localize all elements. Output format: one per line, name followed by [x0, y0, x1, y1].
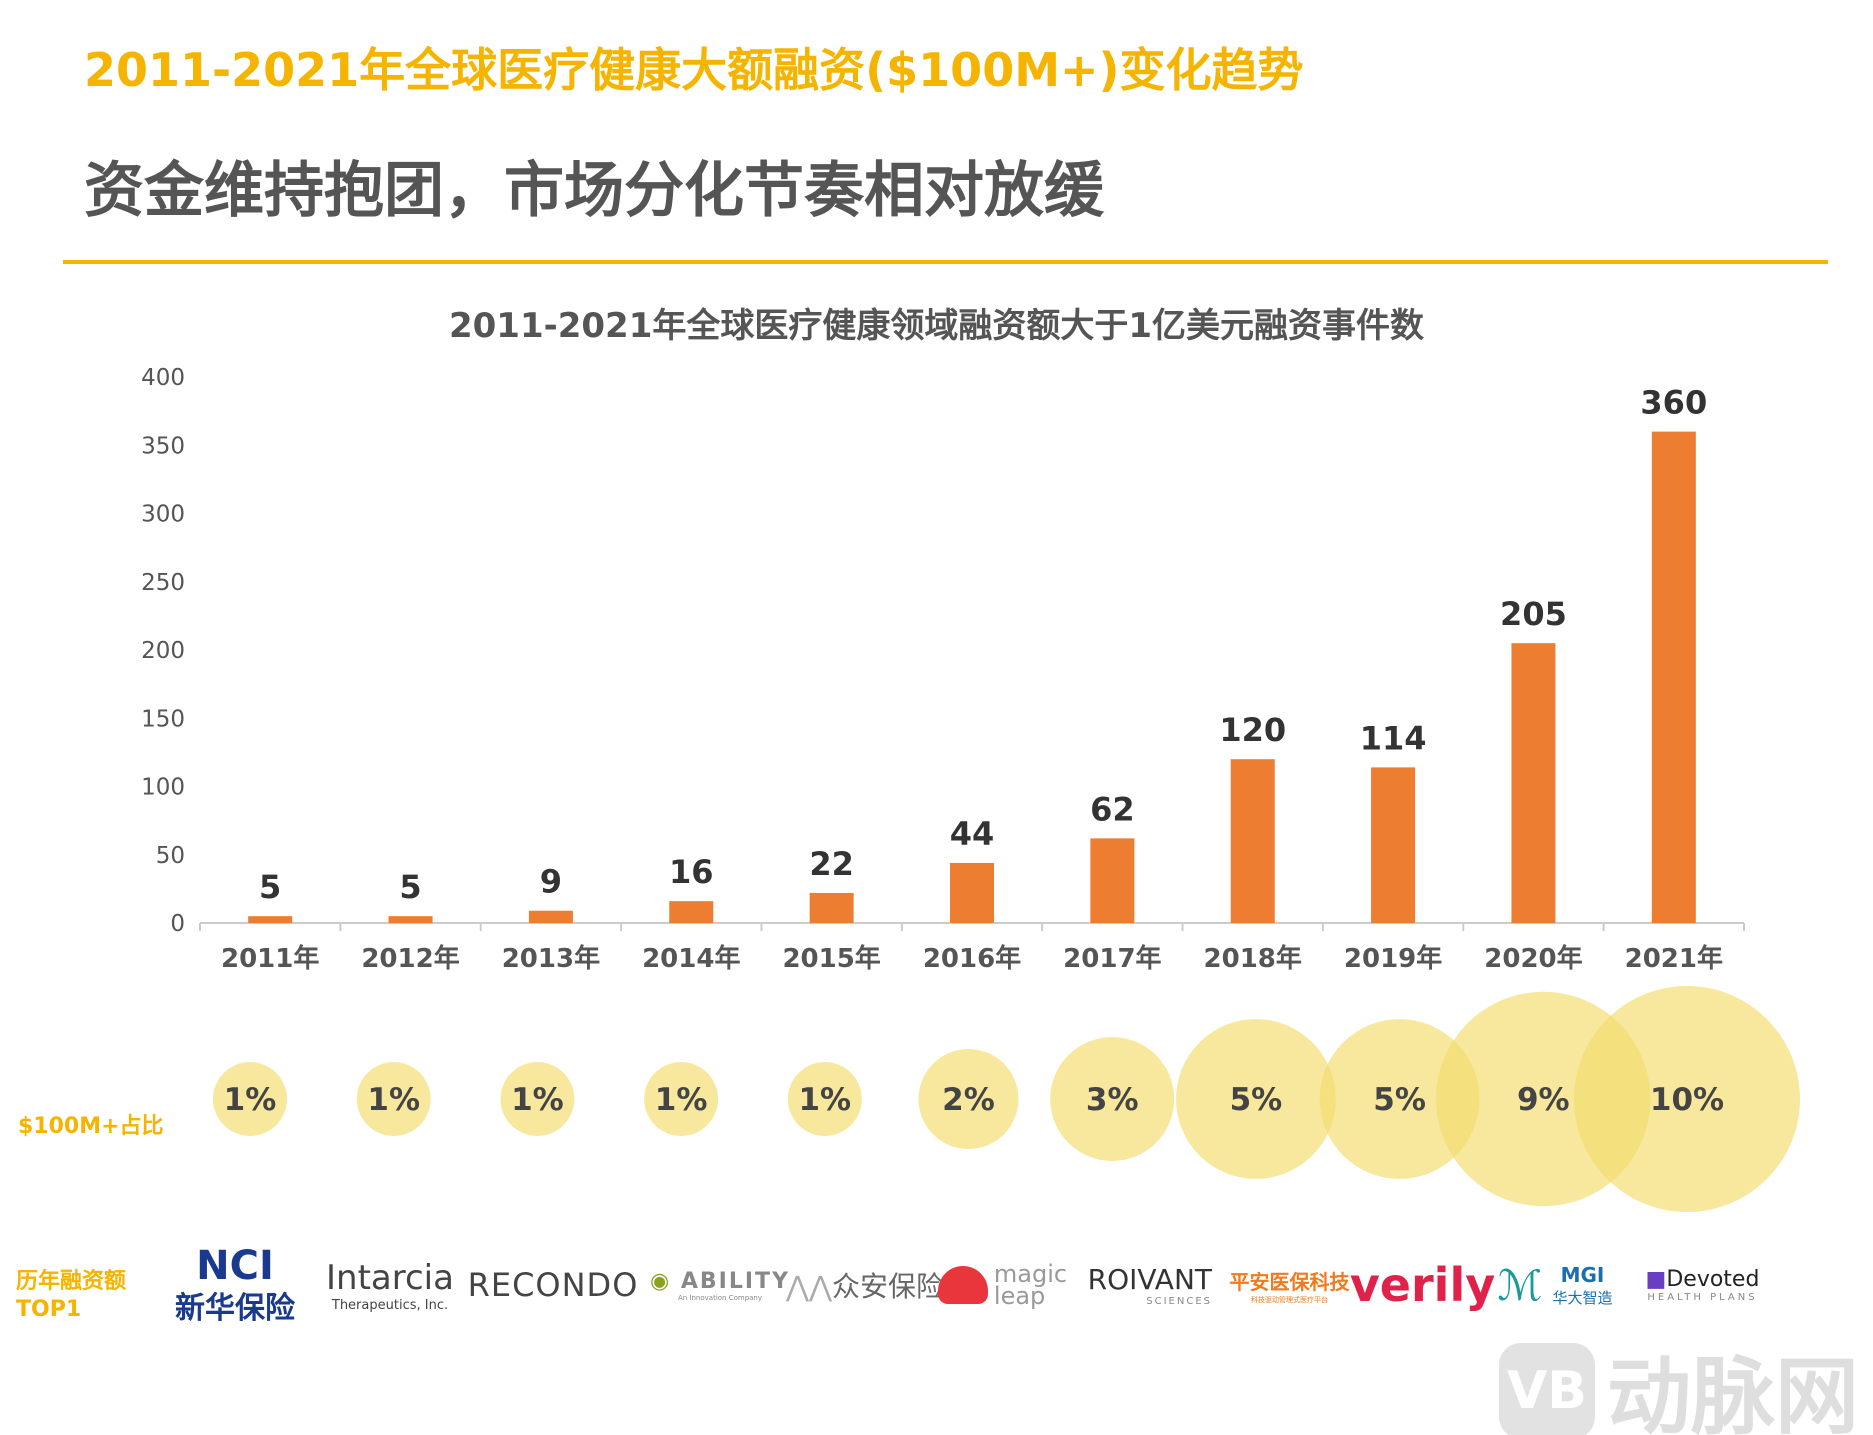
logo-roivant: ROIVANT SCIENCES	[1087, 1263, 1212, 1307]
top1-label-line2: TOP1	[16, 1297, 82, 1322]
divider	[63, 260, 1828, 264]
ratio-bubble	[356, 1062, 431, 1136]
logo-devoted: ■Devoted HEALTH PLANS	[1645, 1267, 1760, 1303]
x-tick-label: 2015年	[782, 943, 880, 974]
ratio-bubble	[1574, 986, 1800, 1212]
ratio-value: 1%	[511, 1082, 564, 1118]
ratio-value: 1%	[367, 1082, 420, 1118]
ratio-value: 5%	[1373, 1082, 1426, 1118]
top1-label-line1: 历年融资额	[16, 1269, 127, 1294]
x-tick-label: 2021年	[1625, 943, 1723, 974]
logo-verily: verily	[1349, 1258, 1496, 1312]
y-tick-label: 400	[141, 365, 185, 391]
data-label: 9	[540, 863, 562, 901]
bar	[1651, 431, 1696, 923]
logo-zhongan: ⋀⋀众安保险	[786, 1270, 944, 1303]
bar	[1230, 759, 1275, 923]
ratio-value: 1%	[655, 1082, 708, 1118]
x-tick-label: 2012年	[361, 943, 459, 974]
bar	[248, 916, 293, 923]
bar	[809, 892, 854, 923]
logo-intarcia: Intarcia Therapeutics, Inc.	[326, 1257, 454, 1313]
y-tick-label: 0	[170, 911, 185, 937]
x-tick-label: 2020年	[1484, 943, 1582, 974]
bar	[669, 901, 714, 923]
ratio-bubble	[1050, 1037, 1175, 1161]
ratio-value: 5%	[1230, 1082, 1283, 1118]
ratio-value: 10%	[1650, 1082, 1724, 1118]
slide-title: 2011-2021年全球医疗健康大额融资($100M+)变化趋势	[84, 43, 1304, 97]
y-tick-label: 250	[141, 570, 185, 596]
x-tick-label: 2013年	[502, 943, 600, 974]
ratio-bubble	[1319, 1019, 1480, 1179]
logo-mgi: ℳ MGI 华大智造	[1497, 1260, 1613, 1310]
x-tick-label: 2011年	[221, 943, 319, 974]
bar	[950, 862, 994, 923]
x-tick-label: 2016年	[923, 943, 1021, 974]
top1-label: 历年融资额 TOP1	[16, 1268, 126, 1324]
y-tick-label: 350	[141, 433, 185, 459]
x-tick-label: 2017年	[1063, 943, 1161, 974]
bar	[528, 910, 573, 923]
logo-pingan: 平安医保科技 科技驱动管理式医疗平台	[1229, 1269, 1350, 1304]
bar	[1090, 838, 1135, 923]
bar	[388, 916, 433, 923]
data-label: 22	[809, 845, 854, 883]
ratio-bubble	[644, 1062, 719, 1136]
chart-title: 2011-2021年全球医疗健康领域融资额大于1亿美元融资事件数	[448, 306, 1425, 346]
ratio-value: 3%	[1086, 1082, 1139, 1118]
data-label: 44	[950, 815, 995, 853]
x-tick-label: 2014年	[642, 943, 740, 974]
ratio-value: 2%	[942, 1082, 995, 1118]
logo-recondo: RECONDO	[467, 1266, 639, 1304]
watermark-logo-icon: VB	[1498, 1342, 1595, 1435]
data-label: 5	[399, 868, 421, 906]
x-tick-label: 2018年	[1204, 943, 1302, 974]
ratio-label: $100M+占比	[18, 1114, 164, 1139]
ratio-bubble	[918, 1049, 1019, 1149]
logo-magic-leap: magic leap	[935, 1245, 1070, 1325]
watermark-text: 动脉网	[1606, 1348, 1859, 1435]
x-tick-label: 2019年	[1344, 943, 1442, 974]
y-tick-label: 150	[141, 706, 185, 732]
y-tick-label: 50	[156, 843, 185, 869]
bar	[1511, 643, 1556, 923]
ratio-value: 1%	[224, 1082, 277, 1118]
data-label: 205	[1500, 595, 1567, 633]
logo-ability: ◉ ABILITY An Innovation Company	[650, 1268, 790, 1302]
bar	[1371, 767, 1416, 923]
ratio-value: 9%	[1517, 1082, 1570, 1118]
ratio-bubble	[500, 1062, 575, 1136]
ratio-bubble	[1175, 1019, 1336, 1179]
ratio-value: 1%	[798, 1082, 851, 1118]
slide-subtitle: 资金维持抱团，市场分化节奏相对放缓	[84, 156, 1104, 226]
data-label: 114	[1360, 719, 1427, 757]
watermark: VB 动脉网	[1498, 1330, 1859, 1435]
ratio-bubble	[787, 1062, 862, 1136]
data-label: 360	[1640, 384, 1707, 422]
y-tick-label: 100	[141, 775, 185, 801]
logo-nci: NCI 新华保险	[175, 1243, 295, 1326]
data-label: 16	[669, 853, 714, 891]
data-label: 62	[1090, 790, 1135, 828]
y-tick-label: 300	[141, 502, 185, 528]
y-tick-label: 200	[141, 638, 185, 664]
data-label: 120	[1219, 711, 1286, 749]
data-label: 5	[259, 868, 281, 906]
ratio-bubble	[213, 1062, 287, 1136]
